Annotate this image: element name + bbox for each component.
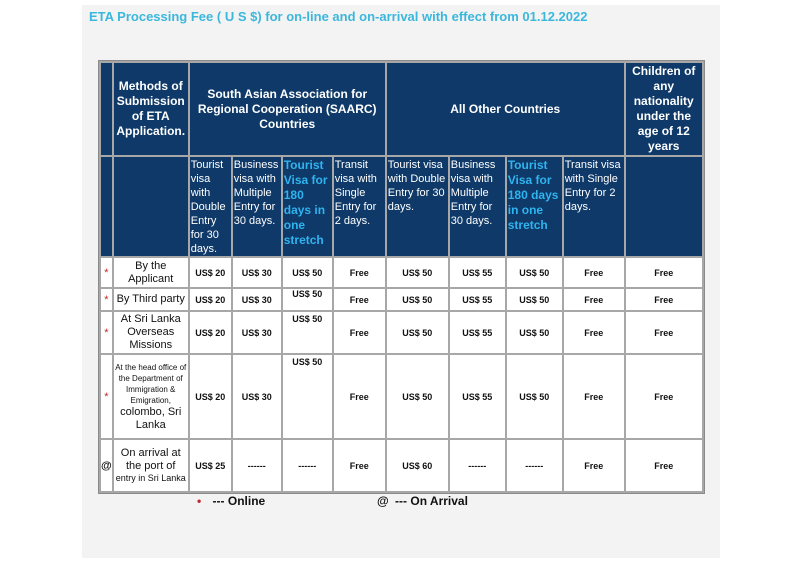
fee-cell: Free (333, 355, 385, 438)
fee-cell: Free (625, 312, 702, 353)
fee-cell: US$ 55 (449, 312, 505, 353)
header-methods: Methods of Submission of ETA Application… (113, 63, 188, 155)
fee-cell: US$ 50 (282, 289, 332, 310)
fee-cell: ------ (449, 440, 505, 491)
visa-saarc-transit: Transit visa with Single Entry for 2 day… (333, 157, 385, 256)
fee-cell: Free (625, 258, 702, 287)
visa-saarc-tourist-30: Tourist visa with Double Entry for 30 da… (189, 157, 231, 256)
header-other-countries: All Other Countries (386, 63, 624, 155)
fee-cell: US$ 20 (189, 355, 231, 438)
legend-arrival-label: --- On Arrival (395, 494, 468, 508)
fee-cell: Free (625, 289, 702, 310)
sub-blank-method (113, 157, 188, 256)
header-children: Children of any nationality under the ag… (625, 63, 702, 155)
table-row: * At the head office of the Department o… (101, 355, 702, 438)
fee-cell: Free (625, 355, 702, 438)
table-row: * By Third party US$ 20 US$ 30 US$ 50 Fr… (101, 289, 702, 310)
fee-cell: US$ 50 (282, 312, 332, 353)
row-mark: * (101, 289, 112, 310)
method-text-small: entry in Sri Lanka (115, 473, 186, 483)
visa-other-tourist-30: Tourist visa with Double Entry for 30 da… (386, 157, 448, 256)
legend-online: • --- Online (197, 494, 265, 508)
fee-cell: US$ 20 (189, 312, 231, 353)
fee-cell: US$ 50 (506, 312, 562, 353)
fee-cell: US$ 50 (386, 258, 448, 287)
method-text: On arrival at the port of (120, 447, 181, 472)
row-mark: @ (101, 440, 112, 491)
fee-cell: US$ 20 (189, 289, 231, 310)
fee-cell: US$ 50 (386, 289, 448, 310)
fee-cell: US$ 50 (506, 355, 562, 438)
fee-cell: US$ 30 (232, 289, 281, 310)
fee-cell: US$ 50 (506, 258, 562, 287)
fee-cell: Free (563, 289, 624, 310)
fee-cell: Free (563, 258, 624, 287)
fee-cell: US$ 50 (282, 258, 332, 287)
fee-cell: ------ (506, 440, 562, 491)
table-row: @ On arrival at the port of entry in Sri… (101, 440, 702, 491)
fee-cell: ------ (232, 440, 281, 491)
legend-on-arrival: @ --- On Arrival (377, 494, 468, 508)
fee-cell: ------ (282, 440, 332, 491)
header-saarc: South Asian Association for Regional Coo… (189, 63, 385, 155)
method-cell: At Sri Lanka Overseas Missions (113, 312, 188, 353)
fee-cell: US$ 30 (232, 355, 281, 438)
legend-online-label: --- Online (212, 494, 266, 508)
fee-cell: Free (563, 312, 624, 353)
method-cell: On arrival at the port of entry in Sri L… (113, 440, 188, 491)
fee-cell: US$ 55 (449, 258, 505, 287)
fee-cell: Free (333, 258, 385, 287)
fee-cell: Free (333, 440, 385, 491)
method-text: colombo, Sri Lanka (120, 405, 182, 431)
method-cell: By Third party (113, 289, 188, 310)
fee-cell: US$ 30 (232, 312, 281, 353)
fee-cell: US$ 25 (189, 440, 231, 491)
sub-blank-mark (101, 157, 112, 256)
row-mark: * (101, 312, 112, 353)
method-cell: At the head office of the Department of … (113, 355, 188, 438)
fee-cell: US$ 55 (449, 289, 505, 310)
visa-saarc-business-30: Business visa with Multiple Entry for 30… (232, 157, 281, 256)
page-title: ETA Processing Fee ( U S $) for on-line … (89, 9, 588, 24)
fee-cell: Free (563, 440, 624, 491)
visa-other-tourist-180: Tourist Visa for 180 days in one stretch (506, 157, 562, 256)
fee-cell: US$ 55 (449, 355, 505, 438)
visa-other-business-30: Business visa with Multiple Entry for 30… (449, 157, 505, 256)
row-mark: * (101, 258, 112, 287)
fee-table: Methods of Submission of ETA Application… (98, 60, 705, 494)
fee-cell: US$ 60 (386, 440, 448, 491)
online-bullet: • (197, 494, 202, 508)
fee-cell: Free (625, 440, 702, 491)
header-blank (101, 63, 112, 155)
table-row: * By the Applicant US$ 20 US$ 30 US$ 50 … (101, 258, 702, 287)
method-text-small: At the head office of the Department of … (115, 362, 187, 405)
fee-cell: US$ 50 (282, 355, 332, 438)
fee-cell: US$ 50 (386, 312, 448, 353)
fee-cell: US$ 30 (232, 258, 281, 287)
fee-cell: US$ 50 (386, 355, 448, 438)
visa-other-transit: Transit visa with Single Entry for 2 day… (563, 157, 624, 256)
row-mark: * (101, 355, 112, 438)
fee-cell: Free (333, 289, 385, 310)
fee-cell: Free (333, 312, 385, 353)
visa-saarc-tourist-180: Tourist Visa for 180 days in one stretch (282, 157, 332, 256)
sub-blank-children (625, 157, 702, 256)
arrival-symbol: @ (377, 494, 389, 508)
table-row: * At Sri Lanka Overseas Missions US$ 20 … (101, 312, 702, 353)
method-cell: By the Applicant (113, 258, 188, 287)
fee-cell: US$ 50 (506, 289, 562, 310)
fee-cell: Free (563, 355, 624, 438)
fee-cell: US$ 20 (189, 258, 231, 287)
